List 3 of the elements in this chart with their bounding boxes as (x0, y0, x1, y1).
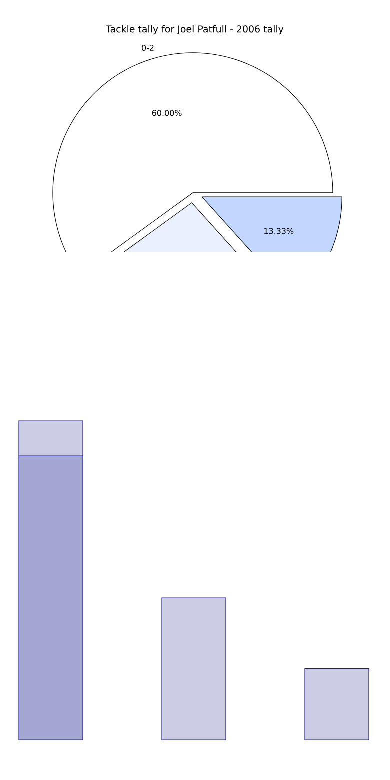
chart-title: Tackle tally for Joel Patfull - 2006 tally (106, 25, 284, 35)
bar (162, 598, 226, 740)
bar (304, 668, 370, 740)
